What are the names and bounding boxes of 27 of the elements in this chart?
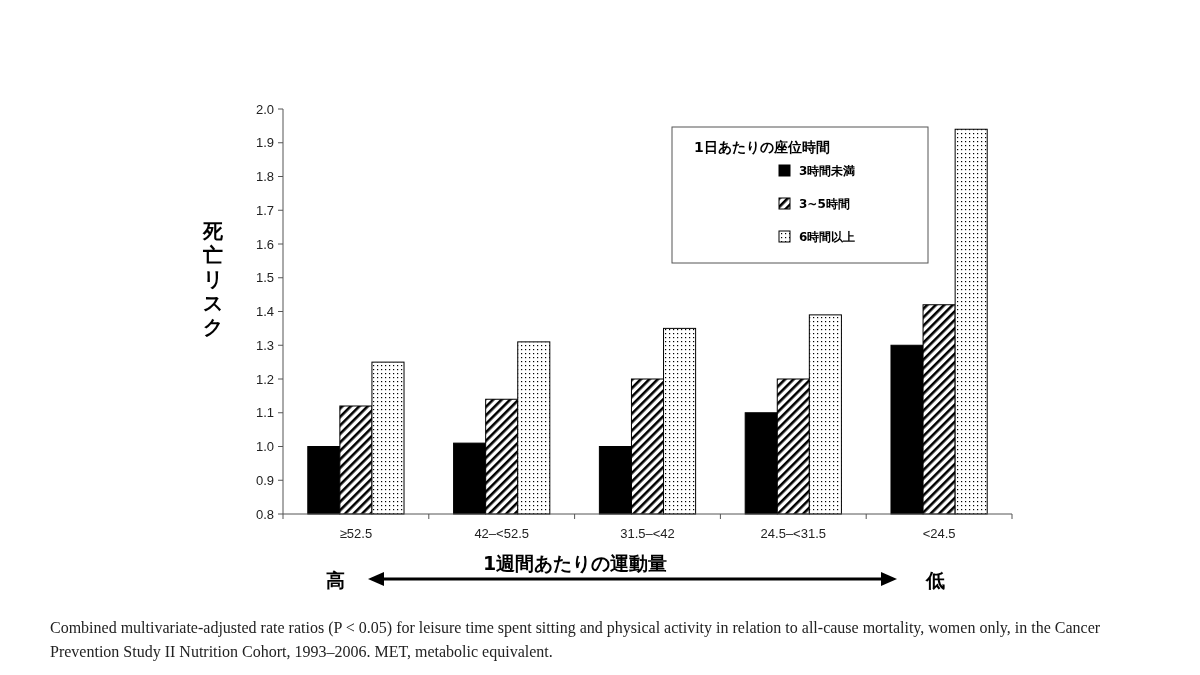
legend-label: 6時間以上: [799, 230, 856, 244]
y-axis-title: 死亡リスク: [202, 219, 224, 339]
text: 低: [924, 569, 945, 591]
y-tick-label: 1.8: [255, 169, 274, 185]
x-tick-label: ≥52.5: [339, 526, 373, 541]
y-tick-label: 1.6: [255, 236, 274, 252]
y-tick-label: 1.5: [255, 270, 274, 286]
text: 高: [325, 569, 345, 591]
y-tick-label: 1.9: [255, 135, 274, 151]
y-tick-label: 1.1: [255, 405, 274, 421]
x-tick-label: <24.5: [922, 526, 956, 541]
legend-title: 1日あたりの座位時間: [694, 139, 830, 155]
y-tick-label: 1.4: [255, 304, 274, 320]
legend-label: 3~5時間: [799, 197, 850, 211]
y-tick-label: 2.0: [255, 101, 274, 117]
y-tick-label: 1.2: [255, 371, 274, 387]
y-tick-label: 1.7: [255, 202, 274, 218]
x-tick-label: 31.5–<42: [620, 526, 675, 541]
y-tick-label: 0.9: [255, 472, 274, 488]
y-tick-label: 1.0: [255, 439, 274, 455]
text: Combined multivariate-adjusted rate ratios (P < 0.05) for leisure time spent sitting and physical activity in relation to all-cause mortality, women only, in the Cancer Prevention Study II Nutrition Cohort, 1993–2006. MET, metabolic equivalent.: [50, 618, 1102, 663]
y-tick-label: 1.3: [255, 337, 274, 353]
legend-label: 3時間未満: [799, 164, 856, 178]
y-tick-label: 0.8: [255, 506, 274, 522]
x-tick-label: 42–<52.5: [474, 526, 529, 541]
x-tick-label: 24.5–<31.5: [760, 526, 827, 541]
x-axis-title: 1週間あたりの運動量: [482, 552, 668, 574]
